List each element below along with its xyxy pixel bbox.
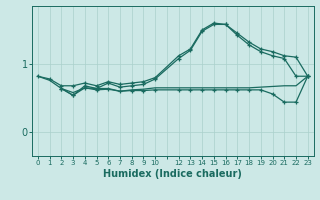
X-axis label: Humidex (Indice chaleur): Humidex (Indice chaleur)	[103, 169, 242, 179]
